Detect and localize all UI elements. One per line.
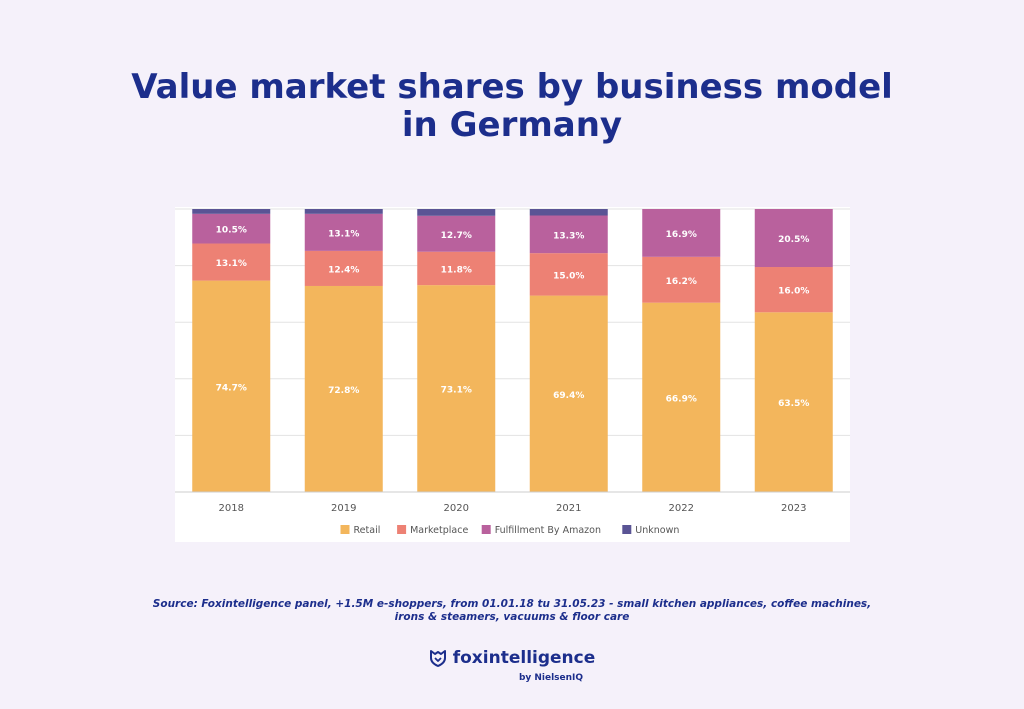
brand-logo: foxintelligence by NielsenIQ bbox=[0, 648, 1024, 683]
chart-title-line-2: in Germany bbox=[401, 105, 623, 145]
bar-marketplace-2022 bbox=[642, 256, 721, 303]
legend-item: Fulfillment By Amazon bbox=[495, 525, 601, 536]
brand-name: foxintelligence bbox=[452, 648, 596, 668]
bar-fulfillment-by-amazon-2022 bbox=[642, 209, 721, 257]
data-label: 16.0% bbox=[778, 287, 809, 297]
data-label: 72.8% bbox=[328, 386, 359, 396]
bar-fulfillment-by-amazon-2019 bbox=[304, 213, 383, 251]
data-label: 16.9% bbox=[666, 230, 697, 240]
chart-card: 74.7% 13.1% 10.5% 2018 72.8% 12.4% 13.1% 2019 73… bbox=[175, 207, 850, 542]
bar-marketplace-2021 bbox=[529, 253, 608, 296]
x-tick-label: 2018 bbox=[219, 503, 244, 514]
bar-retail-2022 bbox=[642, 302, 721, 492]
legend-swatch bbox=[622, 525, 632, 534]
legend-item: Marketplace bbox=[410, 525, 468, 536]
bar-unknown-2019 bbox=[304, 209, 383, 214]
legend-swatch bbox=[481, 525, 491, 534]
chart-title-line-1: Value market shares by business model bbox=[131, 67, 893, 107]
fox-shield-icon bbox=[429, 650, 446, 667]
x-tick-label: 2020 bbox=[444, 503, 469, 514]
bar-marketplace-2018 bbox=[192, 243, 271, 281]
legend-swatch bbox=[340, 525, 350, 534]
data-label: 66.9% bbox=[666, 394, 697, 404]
x-tick-label: 2021 bbox=[556, 503, 581, 514]
bar-fulfillment-by-amazon-2020 bbox=[417, 215, 496, 252]
data-label: 20.5% bbox=[778, 235, 809, 245]
data-label: 69.4% bbox=[553, 391, 584, 401]
data-label: 13.3% bbox=[553, 231, 584, 241]
data-label: 12.7% bbox=[441, 231, 472, 241]
bar-fulfillment-by-amazon-2021 bbox=[529, 215, 608, 254]
data-label: 16.2% bbox=[666, 277, 697, 287]
x-tick-label: 2022 bbox=[669, 503, 694, 514]
data-label: 63.5% bbox=[778, 399, 809, 409]
bar-fulfillment-by-amazon-2018 bbox=[192, 213, 271, 244]
data-label: 12.4% bbox=[328, 265, 359, 275]
bar-fulfillment-by-amazon-2023 bbox=[754, 209, 833, 268]
data-label: 10.5% bbox=[216, 226, 247, 236]
bar-marketplace-2020 bbox=[417, 251, 496, 286]
data-label: 13.1% bbox=[216, 259, 247, 269]
bar-unknown-2018 bbox=[192, 209, 271, 214]
bar-retail-2018 bbox=[192, 280, 271, 492]
chart-title: Value market shares by business model in… bbox=[0, 68, 1024, 144]
x-tick-label: 2023 bbox=[781, 503, 806, 514]
bar-unknown-2021 bbox=[529, 209, 608, 216]
brand-subtitle: by NielsenIQ bbox=[518, 673, 584, 683]
x-tick-label: 2019 bbox=[331, 503, 356, 514]
data-label: 73.1% bbox=[441, 386, 472, 396]
bar-retail-2021 bbox=[529, 295, 608, 492]
bar-marketplace-2019 bbox=[304, 250, 383, 286]
bar-unknown-2020 bbox=[417, 209, 496, 216]
source-note: Source: Foxintelligence panel, +1.5M e-s… bbox=[152, 598, 872, 623]
bar-marketplace-2023 bbox=[754, 267, 833, 313]
bar-retail-2020 bbox=[417, 285, 496, 492]
legend-swatch bbox=[397, 525, 407, 534]
bar-retail-2019 bbox=[304, 285, 383, 492]
legend-item: Retail bbox=[354, 525, 381, 536]
stacked-bar-chart: 74.7% 13.1% 10.5% 2018 72.8% 12.4% 13.1% 2019 73… bbox=[175, 208, 850, 536]
data-label: 15.0% bbox=[553, 271, 584, 281]
data-label: 11.8% bbox=[441, 265, 472, 275]
legend-item: Unknown bbox=[635, 525, 679, 536]
bar-retail-2023 bbox=[754, 312, 833, 492]
data-label: 13.1% bbox=[328, 229, 359, 239]
data-label: 74.7% bbox=[216, 383, 247, 393]
